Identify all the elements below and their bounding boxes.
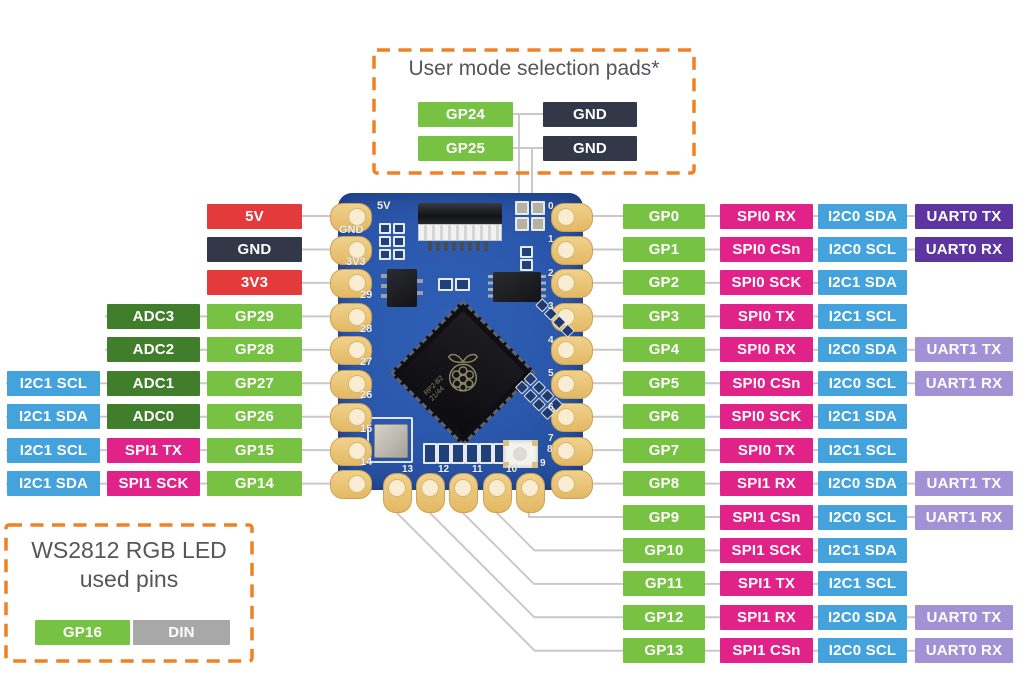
- silkscreen-label-13: 13: [402, 464, 414, 475]
- castellated-pad-5v: [330, 202, 372, 232]
- silkscreen-label-11: 11: [472, 464, 483, 475]
- castellated-pad-10: [482, 473, 512, 513]
- castellated-pad-28: [330, 336, 372, 366]
- flash-pins: [488, 275, 493, 300]
- silkscreen-label-10: 10: [506, 464, 518, 475]
- debug-pad: [393, 223, 405, 234]
- castellated-pad-9: [515, 473, 545, 513]
- user-mode-box-border: [372, 48, 696, 175]
- silkscreen-label-7: 7: [548, 433, 554, 444]
- bottom-pad-row: [479, 443, 493, 464]
- bottom-pad-row: [465, 443, 479, 464]
- debug-pad: [379, 223, 391, 234]
- flash-pins: [541, 275, 546, 300]
- silkscreen-label-3: 3: [548, 301, 554, 312]
- castellated-pad-4: [551, 336, 593, 366]
- regulator-pins: [417, 279, 423, 299]
- silkscreen-label-0: 0: [548, 201, 554, 212]
- flash-chip: [488, 272, 546, 302]
- silkscreen-label-28: 28: [360, 323, 373, 335]
- silkscreen-label-5v: 5V: [377, 200, 391, 212]
- fpc-connector: [418, 203, 502, 251]
- fpc-connector-body: [418, 224, 502, 241]
- castellated-pad-3v3: [330, 269, 372, 299]
- silkscreen-label-6: 6: [548, 402, 554, 413]
- silkscreen-label-5: 5: [548, 368, 554, 379]
- silkscreen-label-14: 14: [360, 456, 373, 468]
- user-mode-pad: [531, 217, 545, 231]
- fpc-connector-pins: [428, 242, 492, 251]
- ws2812-title-line2: used pins: [79, 566, 179, 592]
- castellated-pad-7: [551, 436, 593, 466]
- silkscreen-label-15: 15: [360, 423, 373, 435]
- bottom-pad-row: [423, 443, 437, 464]
- castellated-pad-2: [551, 269, 593, 299]
- rp2040-chip-face: RP2-B2 21/44: [411, 321, 515, 425]
- silkscreen-label-3v3: 3V3: [346, 256, 366, 268]
- silkscreen-label-9: 9: [540, 458, 546, 469]
- debug-pad: [379, 249, 391, 260]
- castellated-pad-14: [330, 470, 372, 500]
- bottom-pad-row: [437, 443, 451, 464]
- castellated-pad-15: [330, 436, 372, 466]
- user-mode-pad: [515, 201, 529, 215]
- silkscreen-label-1: 1: [548, 234, 554, 245]
- castellated-pad-1: [551, 235, 593, 265]
- ws2812-box-border: [4, 523, 254, 663]
- voltage-regulator: [381, 269, 423, 307]
- silkscreen-label-4: 4: [548, 335, 554, 346]
- castellated-pad-8: [551, 470, 593, 500]
- crystal-oscillator: [367, 417, 413, 463]
- passive-pad: [455, 278, 470, 291]
- debug-pad: [393, 236, 405, 247]
- castellated-pad-12: [415, 473, 445, 513]
- user-mode-title: User mode selection pads*: [408, 57, 660, 80]
- silkscreen-label-29: 29: [360, 289, 373, 301]
- castellated-pad-29: [330, 302, 372, 332]
- debug-pad: [520, 246, 533, 258]
- debug-pad: [520, 259, 533, 271]
- ws2812-title-line1: WS2812 RGB LED: [31, 537, 227, 563]
- board: RP2-B2 21/44 5V GND 3V3 29 28 27 26 15 14 0 1 2 3 4 5 6…: [330, 193, 593, 513]
- debug-pad: [393, 249, 405, 260]
- silkscreen-label-gnd: GND: [339, 224, 364, 236]
- castellated-pad-11: [448, 473, 478, 513]
- led-lens: [513, 447, 527, 461]
- ws2812-led: [503, 440, 538, 468]
- debug-pad: [379, 236, 391, 247]
- user-mode-pad: [531, 201, 545, 215]
- castellated-pad-27: [330, 369, 372, 399]
- regulator-pins: [381, 274, 387, 304]
- castellated-pad-13: [382, 473, 412, 513]
- silkscreen-label-8: 8: [547, 444, 553, 455]
- castellated-pad-26: [330, 403, 372, 433]
- castellated-pad-0: [551, 202, 593, 232]
- silkscreen-label-2: 2: [548, 268, 554, 279]
- user-mode-pad: [515, 217, 529, 231]
- passive-pad: [438, 278, 453, 291]
- crystal-body: [374, 424, 408, 458]
- silkscreen-label-12: 12: [438, 464, 450, 475]
- silkscreen-label-27: 27: [360, 356, 373, 368]
- raspberry-logo-icon: [447, 353, 479, 392]
- castellated-pad-gnd: [330, 235, 372, 265]
- castellated-pad-5: [551, 369, 593, 399]
- fpc-connector-clamp: [418, 203, 502, 224]
- silkscreen-label-26: 26: [360, 389, 373, 401]
- bottom-pad-row: [451, 443, 465, 464]
